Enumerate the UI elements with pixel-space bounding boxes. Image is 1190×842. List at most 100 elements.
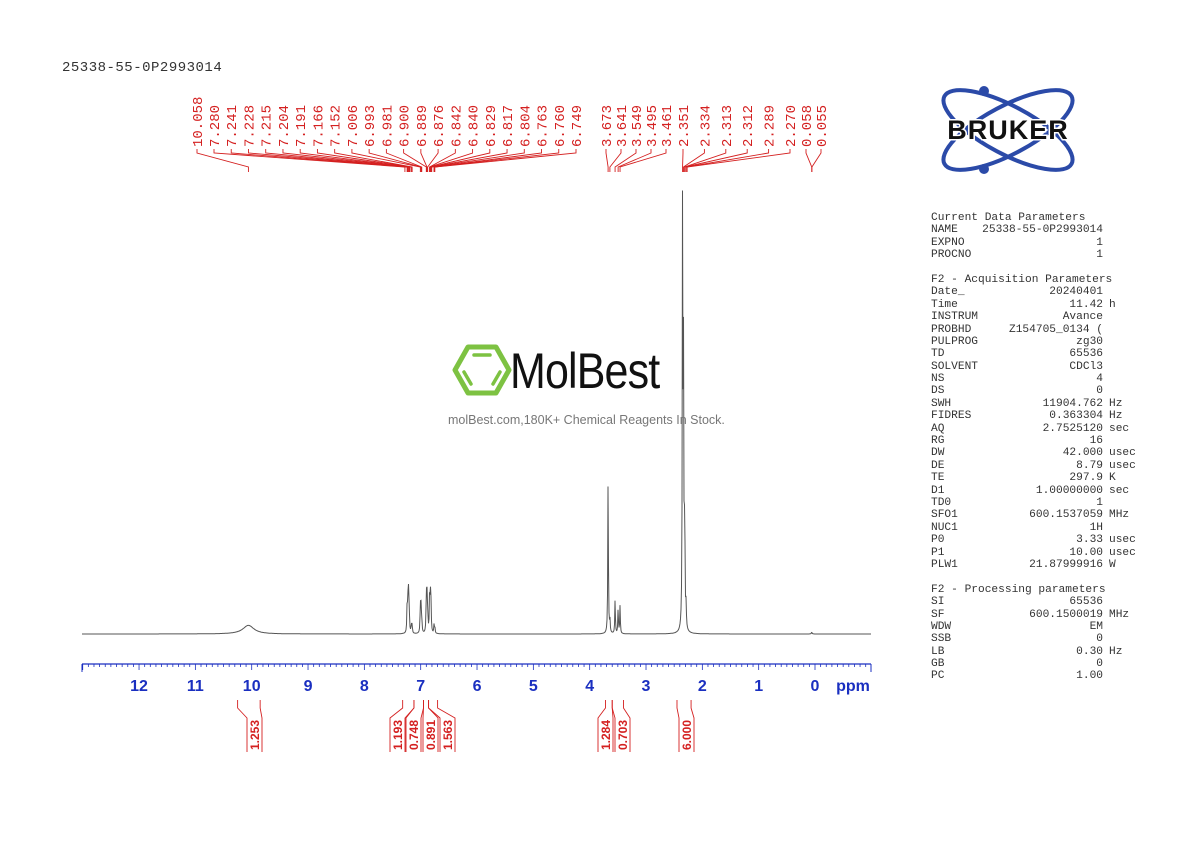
param-key: WDW (931, 620, 952, 633)
param-row: WDW EM (931, 621, 1146, 633)
peak-label: 3.641 (615, 105, 631, 147)
param-row: TE 297.9 K (931, 472, 1146, 484)
param-row: EXPNO 1 (931, 237, 1146, 249)
param-row: DS 0 (931, 385, 1146, 397)
param-unit: W (1109, 558, 1116, 571)
integral-value: 1.563 (441, 720, 455, 750)
peak-label: 7.166 (311, 105, 327, 147)
integral-value: 0.703 (616, 720, 630, 750)
peak-label: 0.055 (815, 105, 831, 147)
axis-tick-label: 10 (243, 678, 261, 695)
param-key: D1 (931, 484, 945, 497)
param-row: SOLVENT CDCl3 (931, 361, 1146, 373)
axis-unit-label: ppm (836, 678, 870, 695)
peak-label: 3.495 (645, 105, 661, 147)
param-key: SSB (931, 633, 952, 646)
param-unit (1103, 670, 1109, 682)
param-key: DE (931, 459, 945, 472)
param-unit: MHz (1109, 608, 1130, 621)
param-key: DW (931, 447, 945, 460)
param-row: PULPROG zg30 (931, 336, 1146, 348)
param-row: INSTRUM Avance (931, 311, 1146, 323)
peak-label: 6.842 (449, 105, 465, 147)
param-unit (1103, 497, 1109, 509)
param-row: D1 1.00000000 sec (931, 485, 1146, 497)
param-unit (1103, 658, 1109, 670)
param-value: CDCl3 (1069, 360, 1103, 373)
bruker-text: BRUKER (947, 115, 1069, 145)
param-unit (1103, 522, 1109, 534)
param-value: 11.42 (1069, 298, 1103, 311)
section-title: Current Data Parameters (931, 212, 1086, 224)
param-value: 11904.762 (1042, 397, 1103, 410)
peak-label: 2.334 (698, 105, 714, 147)
param-value: 600.1537059 (1029, 509, 1103, 522)
param-key: Time (931, 298, 958, 311)
peak-label: 2.351 (677, 105, 693, 147)
integral-labels: 1.253 1.193 0.748 0.891 1.563 1.284 0.703 6.000 (237, 700, 695, 752)
param-row: NAME 25338-55-0P2993014 (931, 224, 1146, 236)
param-unit: Hz (1109, 410, 1123, 423)
param-key: P1 (931, 546, 945, 559)
axis-tick-label: 8 (360, 678, 369, 695)
param-key: PLW1 (931, 558, 958, 571)
param-value: 3.33 (1076, 534, 1103, 547)
param-key: EXPNO (931, 236, 965, 249)
param-key: SWH (931, 397, 952, 410)
integral-value: 1.284 (599, 720, 613, 750)
param-unit: usec (1109, 459, 1136, 472)
processing-parameters: F2 - Processing parameters SI 65536 SF 600.… (931, 584, 1146, 683)
param-unit: usec (1109, 534, 1136, 547)
param-value: 1 (1096, 236, 1103, 249)
param-value: 20240401 (1049, 286, 1103, 299)
peak-label: 6.889 (415, 105, 431, 147)
peak-label: 6.993 (363, 105, 379, 147)
param-key: TD0 (931, 496, 952, 509)
param-unit: usec (1109, 447, 1136, 460)
param-unit (1103, 435, 1109, 447)
param-row: TD 65536 (931, 348, 1146, 360)
param-row: PROBHD Z154705_0134 ( (931, 324, 1146, 336)
axis-tick-label: 2 (698, 678, 707, 695)
param-value: 25338-55-0P2993014 (982, 224, 1103, 237)
param-unit (1103, 336, 1109, 348)
param-key: PROCNO (931, 249, 972, 262)
param-row: SI 65536 (931, 596, 1146, 608)
param-key: DS (931, 385, 945, 398)
param-value: 16 (1089, 435, 1103, 448)
param-row: Date_ 20240401 (931, 286, 1146, 298)
param-key: LB (931, 645, 945, 658)
param-unit: Hz (1109, 397, 1123, 410)
peak-label: 7.152 (329, 105, 345, 147)
param-value: 600.1500019 (1029, 608, 1103, 621)
param-row: Time 11.42 h (931, 299, 1146, 311)
param-unit (1103, 348, 1109, 360)
param-key: NAME (931, 224, 958, 237)
param-value: Avance (1062, 311, 1103, 324)
param-value: 0.30 (1076, 645, 1103, 658)
peak-label: 3.549 (630, 105, 646, 147)
param-value: 297.9 (1069, 472, 1103, 485)
peak-label: 0.058 (800, 105, 816, 147)
param-value: 4 (1096, 373, 1103, 386)
param-key: AQ (931, 422, 945, 435)
param-unit (1103, 286, 1109, 298)
axis-tick-label: 12 (130, 678, 148, 695)
integral-value: 1.253 (248, 720, 262, 750)
param-row: PC 1.00 (931, 670, 1146, 682)
axis-tick-label: 1 (754, 678, 763, 695)
param-unit (1103, 224, 1109, 236)
peak-label: 6.760 (553, 105, 569, 147)
param-value: 1.00 (1076, 670, 1103, 683)
axis-tick-label: 7 (416, 678, 425, 695)
param-row: GB 0 (931, 658, 1146, 670)
param-row: DW 42.000 usec (931, 447, 1146, 459)
axis-tick-label: 3 (642, 678, 651, 695)
molbest-tagline: molBest.com,180K+ Chemical Reagents In S… (448, 413, 725, 427)
param-row: P1 10.00 usec (931, 547, 1146, 559)
peak-label: 6.829 (484, 105, 500, 147)
axis-tick-label: 11 (187, 678, 204, 695)
param-unit (1103, 324, 1109, 336)
atom-dot-icon (979, 86, 989, 96)
peak-label: 6.817 (501, 105, 517, 147)
